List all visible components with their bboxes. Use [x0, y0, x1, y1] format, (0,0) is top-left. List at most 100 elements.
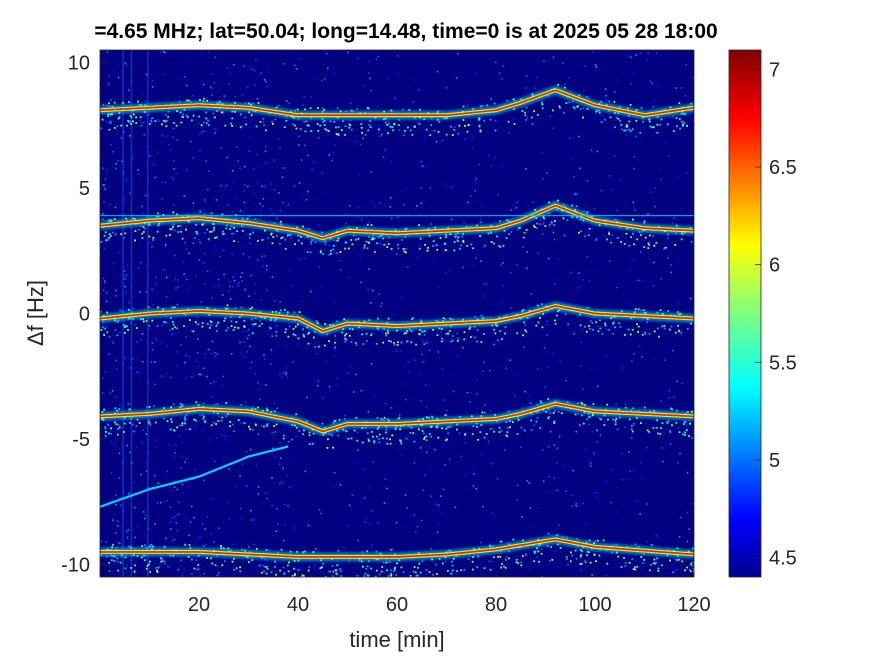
noise-speck	[641, 216, 644, 219]
band-scatter-point	[240, 306, 243, 309]
noise-speck	[540, 548, 543, 550]
noise-speck	[543, 60, 545, 62]
band-scatter-point	[575, 557, 578, 560]
band-scatter-point	[275, 331, 278, 333]
noise-speck	[274, 431, 276, 433]
noise-speck	[600, 114, 603, 116]
band-scatter-point	[478, 118, 480, 121]
noise-speck	[293, 527, 296, 529]
band-scatter-point	[167, 115, 169, 118]
band-scatter-point	[244, 116, 247, 119]
band-scatter-point	[600, 100, 602, 103]
noise-speck	[501, 165, 503, 167]
noise-speck	[333, 486, 335, 489]
noise-speck	[547, 446, 550, 448]
noise-speck	[151, 79, 154, 82]
noise-speck	[571, 158, 574, 160]
noise-speck	[390, 217, 393, 220]
noise-speck	[103, 503, 105, 505]
noise-speck	[668, 155, 670, 157]
band-scatter-point	[152, 545, 155, 548]
band-scatter-point	[615, 417, 618, 420]
noise-speck	[247, 86, 250, 89]
noise-speck	[377, 105, 379, 108]
noise-speck	[248, 150, 251, 152]
band-scatter-point	[421, 560, 424, 563]
noise-speck	[212, 118, 215, 120]
band-scatter-point	[584, 325, 586, 328]
band-scatter-point	[294, 574, 296, 577]
noise-speck	[185, 516, 187, 519]
noise-speck	[425, 574, 428, 576]
noise-speck	[493, 343, 495, 346]
band-scatter-point	[210, 424, 213, 426]
band-scatter-point	[569, 560, 572, 563]
band-scatter-point	[217, 420, 220, 422]
noise-speck	[144, 194, 147, 197]
band-scatter-point	[207, 119, 209, 122]
noise-speck	[357, 206, 360, 209]
band-scatter-point	[604, 324, 607, 327]
band-scatter-point	[303, 335, 305, 338]
band-scatter-point	[628, 244, 631, 247]
noise-speck	[586, 255, 589, 258]
noise-speck	[317, 224, 320, 226]
band-scatter-point	[548, 559, 551, 562]
noise-speck	[265, 268, 268, 271]
noise-speck	[125, 291, 128, 294]
noise-speck	[228, 290, 230, 293]
band-scatter-point	[617, 555, 620, 558]
noise-speck	[321, 397, 324, 400]
noise-speck	[438, 286, 440, 289]
noise-speck	[596, 440, 598, 443]
noise-speck	[303, 95, 305, 98]
noise-speck	[552, 231, 555, 234]
band-scatter-point	[113, 560, 116, 562]
band-scatter-point	[108, 561, 111, 564]
band-scatter-point	[636, 565, 639, 568]
band-scatter-point	[265, 566, 268, 568]
band-scatter-point	[684, 569, 686, 572]
noise-speck	[611, 234, 613, 237]
band-scatter-point	[170, 317, 172, 320]
noise-speck	[298, 182, 301, 184]
noise-speck	[222, 458, 225, 460]
band-scatter-point	[266, 423, 269, 425]
band-scatter-point	[239, 566, 241, 569]
noise-speck	[505, 367, 507, 370]
band-scatter-point	[412, 432, 415, 434]
band-scatter-point	[120, 233, 123, 236]
band-scatter-point	[640, 309, 643, 311]
noise-speck	[109, 392, 112, 394]
band-scatter-point	[682, 123, 684, 126]
noise-speck	[129, 135, 131, 137]
noise-speck	[349, 366, 351, 369]
band-scatter-point	[156, 325, 159, 327]
band-scatter-point	[345, 241, 348, 244]
band-scatter-point	[652, 126, 655, 129]
band-scatter-point	[447, 332, 449, 335]
noise-speck	[676, 301, 679, 303]
noise-speck	[478, 163, 480, 166]
noise-speck	[271, 477, 273, 479]
band-scatter-point	[370, 334, 372, 337]
noise-speck	[259, 202, 261, 205]
band-scatter-point	[351, 243, 354, 246]
band-scatter-point	[386, 442, 389, 445]
band-scatter-point	[557, 83, 559, 86]
noise-speck	[624, 403, 627, 406]
band-scatter-point	[370, 224, 373, 226]
band-scatter-point	[457, 240, 459, 243]
band-scatter-point	[215, 330, 218, 332]
band-scatter-point	[499, 555, 502, 558]
band-scatter-point	[571, 554, 573, 557]
noise-speck	[232, 318, 234, 320]
noise-speck	[483, 361, 485, 364]
noise-speck	[125, 572, 128, 574]
band-scatter-point	[419, 237, 422, 240]
noise-speck	[142, 94, 144, 96]
noise-speck	[541, 233, 544, 236]
band-scatter-point	[349, 328, 351, 330]
band-scatter-point	[122, 101, 124, 104]
